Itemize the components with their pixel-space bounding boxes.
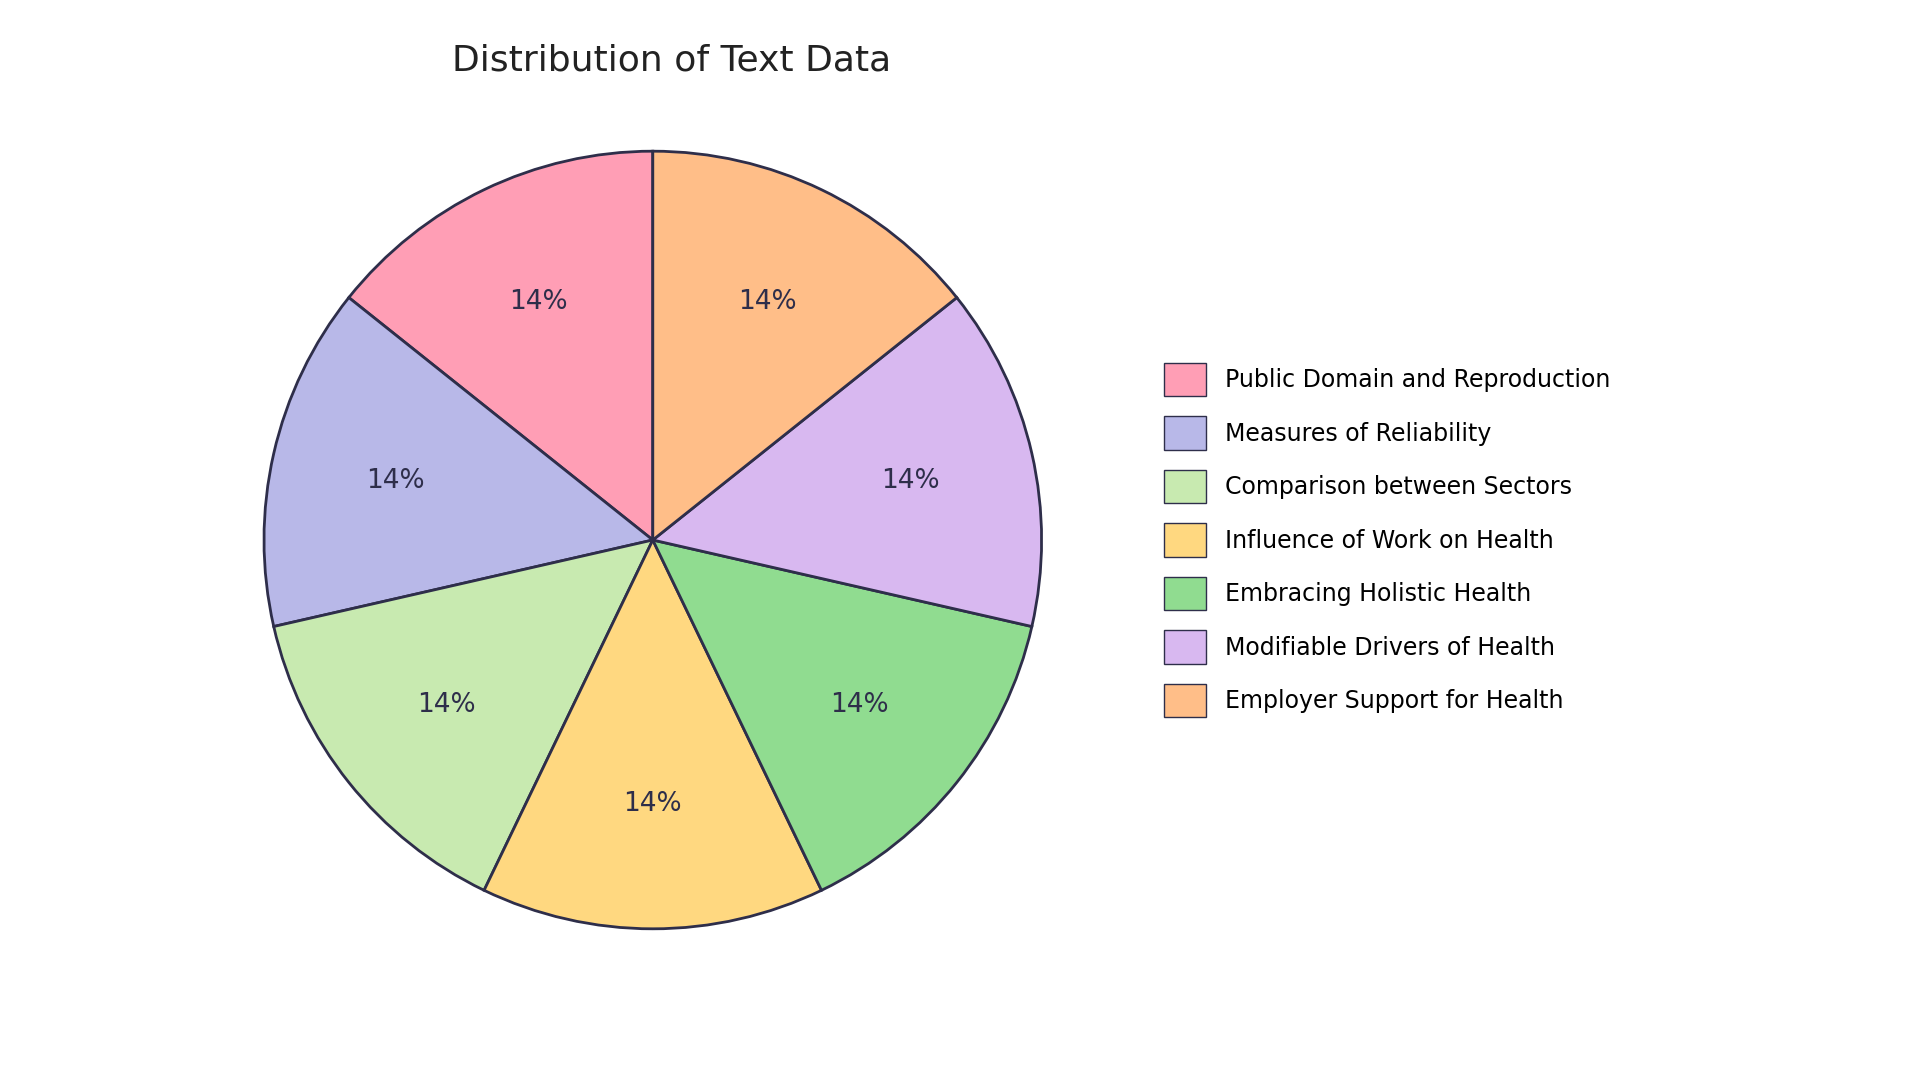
Text: 14%: 14%	[624, 792, 682, 818]
Wedge shape	[349, 151, 653, 540]
Wedge shape	[653, 298, 1041, 626]
Text: 14%: 14%	[881, 468, 941, 495]
Text: 14%: 14%	[509, 288, 568, 314]
Text: 14%: 14%	[737, 288, 797, 314]
Text: Distribution of Text Data: Distribution of Text Data	[453, 43, 891, 77]
Text: 14%: 14%	[365, 468, 424, 495]
Text: 14%: 14%	[417, 692, 476, 718]
Wedge shape	[653, 151, 956, 540]
Text: 14%: 14%	[829, 692, 889, 718]
Wedge shape	[484, 540, 822, 929]
Legend: Public Domain and Reproduction, Measures of Reliability, Comparison between Sect: Public Domain and Reproduction, Measures…	[1164, 363, 1611, 717]
Wedge shape	[265, 298, 653, 626]
Wedge shape	[275, 540, 653, 890]
Wedge shape	[653, 540, 1031, 890]
